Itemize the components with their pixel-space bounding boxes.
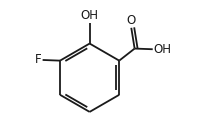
Text: OH: OH — [153, 43, 171, 56]
Text: O: O — [126, 14, 135, 27]
Text: OH: OH — [81, 9, 99, 22]
Text: F: F — [35, 53, 42, 66]
